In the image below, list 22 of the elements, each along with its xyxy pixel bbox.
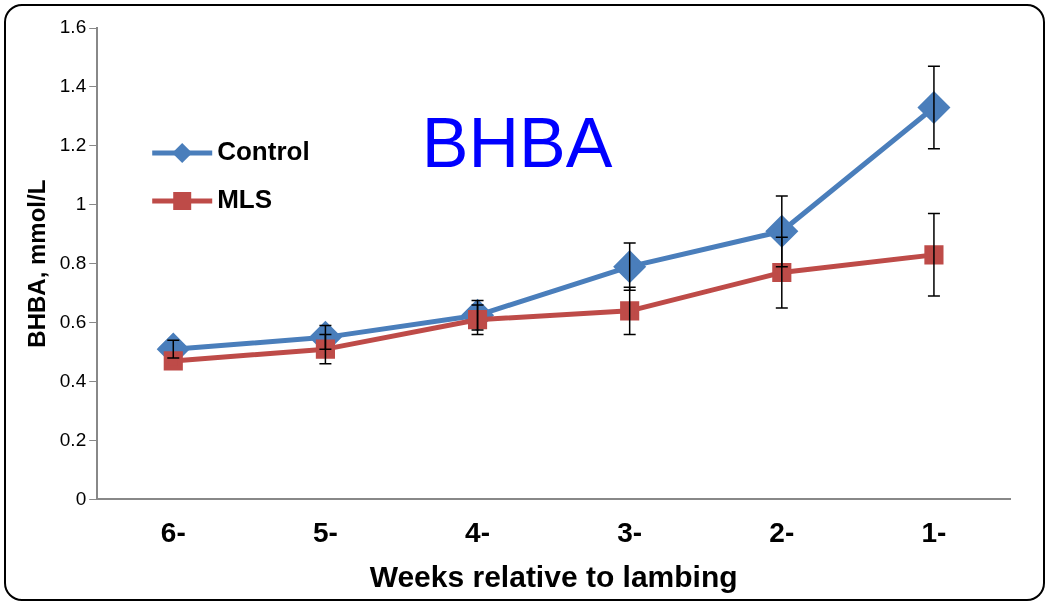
x-tick-label: 6-	[160, 516, 186, 548]
point	[620, 301, 640, 321]
point	[614, 251, 646, 283]
y-tick-label: 0.6	[59, 310, 87, 332]
y-tick-label: 1.2	[59, 134, 87, 156]
y-tick-label: 1	[75, 193, 87, 215]
x-tick-label: 2-	[769, 516, 795, 548]
legend-label: MLS	[217, 184, 273, 215]
x-tick-label: 5-	[312, 516, 338, 548]
text: BHBA	[421, 104, 613, 183]
x-tick-label: 1-	[921, 516, 947, 548]
legend-label: Control	[217, 136, 310, 167]
x-axis-title: Weeks relative to lambing	[369, 560, 738, 594]
y-tick-label: 1.4	[59, 75, 87, 97]
x-tick-label: 3-	[617, 516, 643, 548]
y-tick-label: 0	[75, 487, 87, 509]
y-tick-label: 0.4	[59, 369, 87, 391]
y-tick-label: 0.8	[59, 251, 87, 273]
x-tick-label: 4-	[465, 516, 490, 548]
y-tick-label: 1.6	[59, 16, 87, 38]
y-axis-title: BHBA, mmol/L	[23, 179, 51, 348]
y-tick-label: 0.2	[59, 428, 87, 450]
